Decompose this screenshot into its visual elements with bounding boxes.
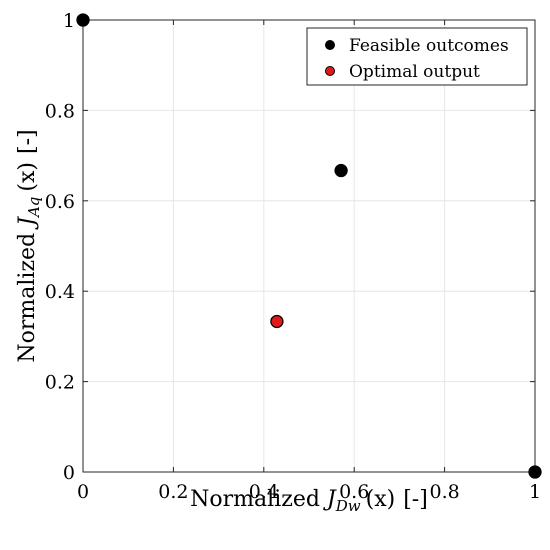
x-tick-label: 0.8 <box>429 481 459 503</box>
y-axis-label-unit: [-] <box>15 129 40 154</box>
data-points <box>76 13 542 479</box>
feasible-outcome-point <box>334 163 348 178</box>
grid-lines <box>83 20 535 472</box>
y-tick-label: 0.2 <box>45 372 75 394</box>
x-tick-label: 0.6 <box>339 481 369 503</box>
y-tick-label: 0 <box>63 462 75 484</box>
x-axis-label-arg: (x) <box>366 487 396 512</box>
x-axis-label-subscript: Dw <box>335 497 361 515</box>
y-axis-label-arg: (x) <box>15 162 40 192</box>
legend-marker-optimal <box>325 66 335 76</box>
y-axis-label-symbol: J <box>15 216 40 230</box>
x-tick-label: 0 <box>77 481 89 503</box>
optimal-output-point <box>270 314 284 329</box>
feasible-outcome-point <box>76 13 90 27</box>
x-tick-label: 0.4 <box>249 481 279 503</box>
x-axis-label-unit: [-] <box>403 487 428 512</box>
legend: Feasible outcomes Optimal output <box>306 27 528 86</box>
y-tick-label: 0.6 <box>45 191 75 213</box>
y-axis-label-prefix: Normalized <box>15 226 40 363</box>
x-axis-label-symbol: J <box>323 487 337 512</box>
legend-marker-feasible <box>325 40 335 50</box>
y-axis-label-subscript: Aq <box>25 197 43 219</box>
plot-area <box>83 20 535 472</box>
legend-box <box>306 27 528 86</box>
feasible-outcome-point <box>528 465 542 479</box>
plot-border <box>82 19 536 473</box>
x-axis-label: Normalized JDw (x) [-] <box>190 487 428 515</box>
y-tick-label: 1 <box>63 10 75 32</box>
y-axis-label: Normalized JAq (x) [-] <box>15 129 43 362</box>
x-tick-label: 1 <box>529 481 541 503</box>
x-tick-label: 0.2 <box>158 481 188 503</box>
axis-ticks: 0 0.2 0.4 0.6 0.8 1 0 0.2 0.4 0.6 0.8 1 <box>45 10 541 503</box>
x-axis-label-prefix: Normalized <box>190 487 327 512</box>
y-tick-label: 0.8 <box>45 100 75 122</box>
legend-label-feasible: Feasible outcomes <box>349 36 509 56</box>
legend-label-optimal: Optimal output <box>349 62 480 82</box>
y-tick-label: 0.4 <box>45 281 75 303</box>
